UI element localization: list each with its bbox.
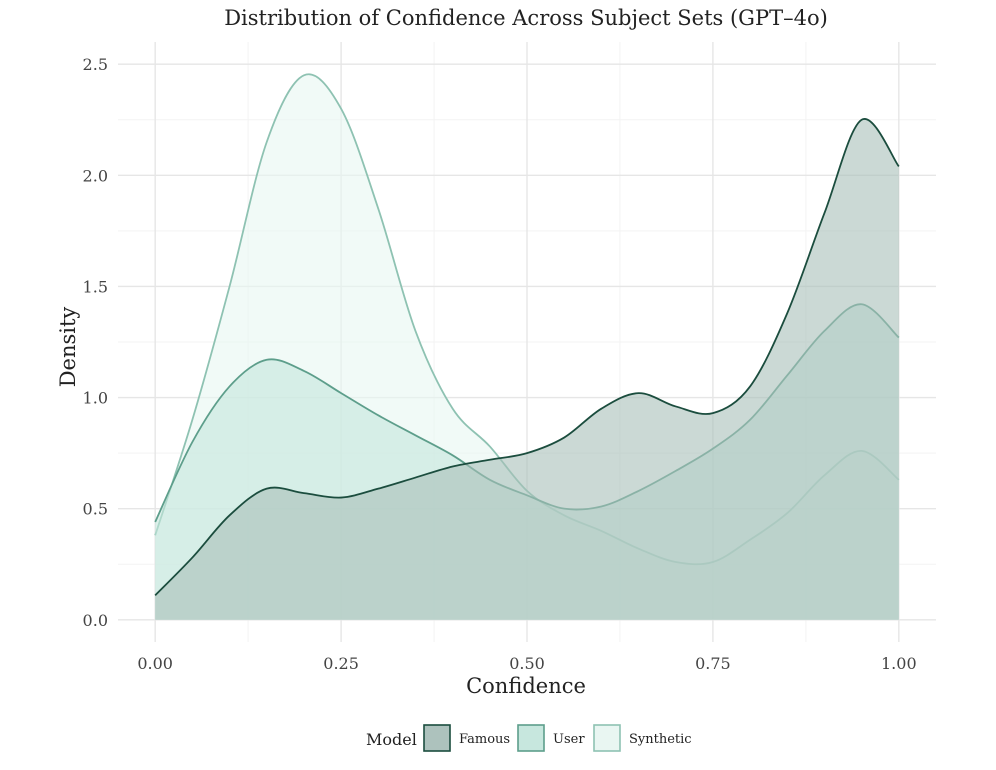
- x-tick-label: 1.00: [881, 654, 917, 673]
- axes: 0.00 0.25 0.50 0.75 1.00 0.0 0.5 1.0 1.5 2.0 2.5: [83, 55, 917, 673]
- legend-label-synthetic: Synthetic: [629, 732, 692, 747]
- y-axis-title: Density: [56, 307, 80, 388]
- legend: Model Famous User Synthetic: [366, 724, 692, 752]
- density-line-famous: [154, 118, 900, 596]
- series-layer: [154, 73, 900, 620]
- y-tick-label: 0.0: [83, 611, 108, 630]
- x-tick-label: 0.00: [137, 654, 173, 673]
- y-tick-label: 2.0: [83, 166, 108, 185]
- density-area-famous: [155, 118, 899, 620]
- y-tick-label: 1.5: [83, 277, 108, 296]
- y-tick-label: 0.5: [83, 500, 108, 519]
- legend-swatch-synthetic: [593, 724, 621, 752]
- x-tick-label: 0.25: [323, 654, 359, 673]
- x-tick-label: 0.50: [509, 654, 545, 673]
- legend-label-user: User: [553, 732, 585, 747]
- legend-swatch-famous: [423, 724, 451, 752]
- x-tick-label: 0.75: [695, 654, 731, 673]
- legend-swatch-user: [517, 724, 545, 752]
- x-axis-title: Confidence: [466, 674, 586, 698]
- y-tick-label: 1.0: [83, 389, 108, 408]
- y-tick-label: 2.5: [83, 55, 108, 74]
- chart-title: Distribution of Confidence Across Subjec…: [224, 6, 828, 30]
- legend-title: Model: [366, 730, 417, 749]
- legend-label-famous: Famous: [459, 732, 510, 747]
